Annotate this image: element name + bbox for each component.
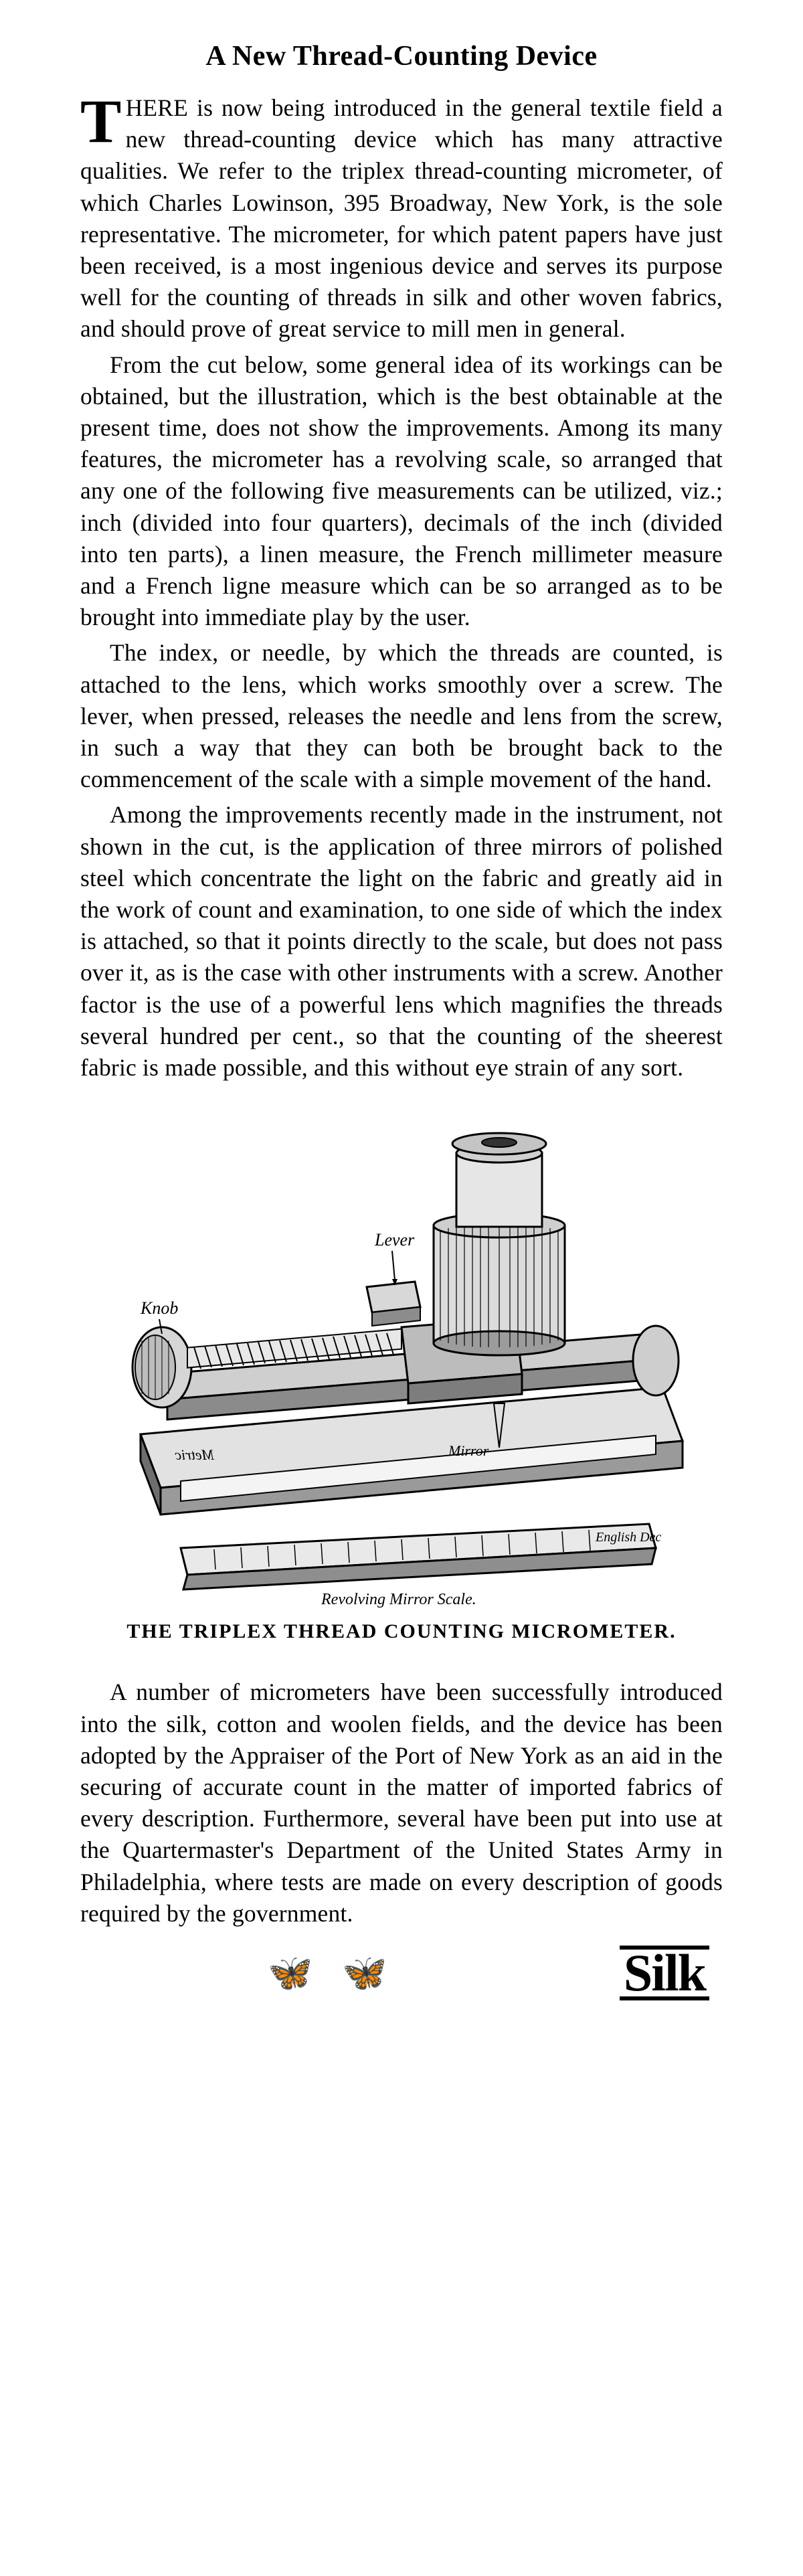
- label-lever: Lever: [374, 1230, 415, 1250]
- butterfly-icon: 🦋: [342, 1955, 387, 1991]
- butterfly-icon: 🦋: [268, 1955, 313, 1991]
- label-knob: Knob: [140, 1298, 178, 1318]
- silk-logo: Silk: [620, 1946, 709, 2000]
- page: A New Thread-Counting Device T HERE is n…: [80, 40, 723, 2000]
- paragraph-5: A number of micrometers have been succes…: [80, 1677, 723, 1929]
- label-english: English Dec: [595, 1530, 661, 1545]
- drop-cap: T: [80, 92, 126, 147]
- label-mirror: Mirror: [448, 1442, 489, 1459]
- micrometer-illustration: Mirror Metric: [100, 1106, 703, 1615]
- paragraph-4: Among the improvements recently made in …: [80, 799, 723, 1084]
- paragraph-2: From the cut below, some general idea of…: [80, 349, 723, 634]
- paragraph-1-text: HERE is now being introduced in the gene…: [80, 94, 723, 342]
- knob-assembly: Knob: [132, 1298, 191, 1407]
- lens-barrel: [434, 1133, 565, 1355]
- right-cap: [633, 1326, 679, 1395]
- label-scale-caption: Revolving Mirror Scale.: [321, 1591, 476, 1608]
- paragraph-1: T HERE is now being introduced in the ge…: [80, 92, 723, 345]
- ornament-pair: 🦋 🦋: [268, 1955, 387, 1991]
- figure-caption: THE TRIPLEX THREAD COUNTING MICROMETER.: [100, 1620, 703, 1643]
- paragraph-3: The index, or needle, by which the threa…: [80, 637, 723, 795]
- footer: 🦋 🦋 Silk: [80, 1946, 723, 2000]
- article-headline: A New Thread-Counting Device: [80, 40, 723, 72]
- revolving-scale: English Dec Revolving Mirror Scale.: [181, 1524, 661, 1608]
- lever: Lever: [367, 1230, 420, 1326]
- figure: Mirror Metric: [100, 1106, 703, 1643]
- label-metric: Metric: [175, 1446, 215, 1463]
